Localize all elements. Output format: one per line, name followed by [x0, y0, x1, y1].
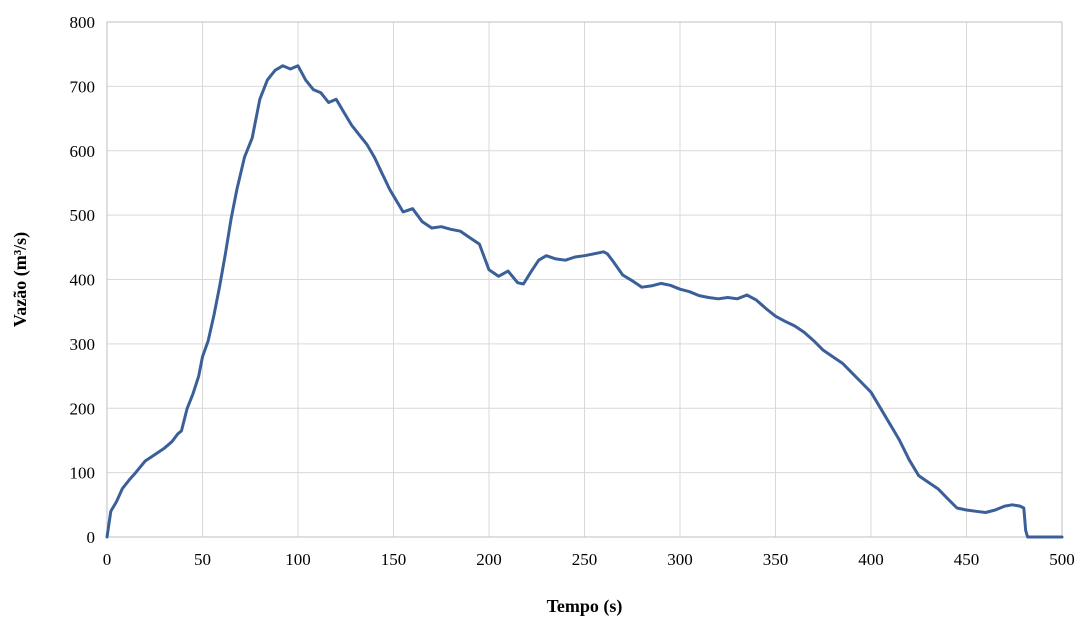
y-tick-label: 400	[70, 271, 96, 290]
y-tick-label: 600	[70, 142, 96, 161]
y-tick-label: 200	[70, 399, 96, 418]
y-axis-title: Vazão (m³/s)	[10, 232, 31, 327]
plot-area	[106, 21, 1063, 538]
x-tick-label: 300	[667, 550, 693, 569]
x-tick-label: 450	[954, 550, 980, 569]
x-axis-ticks: 0 50 100 150 200 250 300 350 400 450 500	[103, 550, 1075, 569]
x-tick-label: 500	[1049, 550, 1075, 569]
y-axis-ticks: 0 100 200 300 400 500 600 700 800	[70, 13, 96, 547]
x-tick-label: 350	[763, 550, 789, 569]
y-tick-label: 500	[70, 206, 96, 225]
x-tick-label: 100	[285, 550, 311, 569]
series-line-vazao	[105, 64, 1064, 539]
x-tick-label: 50	[194, 550, 211, 569]
x-tick-label: 150	[381, 550, 407, 569]
x-tick-label: 400	[858, 550, 884, 569]
x-tick-label: 200	[476, 550, 502, 569]
y-tick-label: 100	[70, 464, 96, 483]
y-tick-label: 800	[70, 13, 96, 32]
y-tick-label: 300	[70, 335, 96, 354]
grid-lines	[106, 21, 1063, 538]
x-axis-title: Tempo (s)	[547, 596, 623, 617]
y-tick-label: 700	[70, 77, 96, 96]
y-tick-label: 0	[87, 528, 96, 547]
x-tick-label: 0	[103, 550, 112, 569]
x-tick-label: 250	[572, 550, 598, 569]
